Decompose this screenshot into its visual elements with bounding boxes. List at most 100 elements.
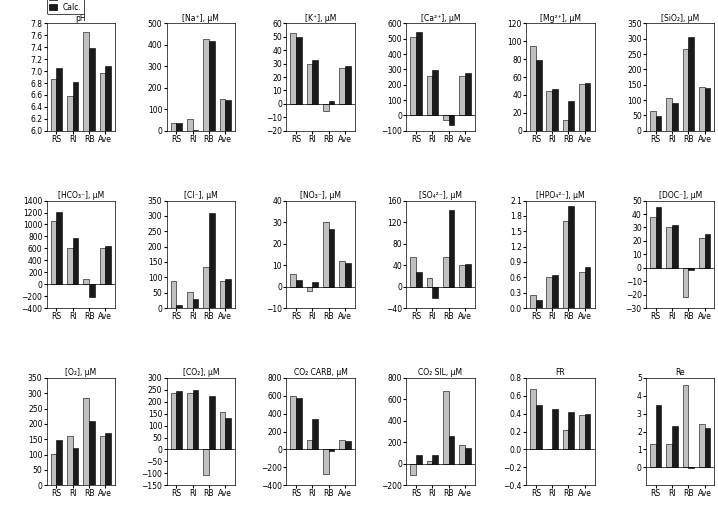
Bar bbox=[416, 32, 421, 115]
Bar bbox=[329, 101, 335, 104]
Bar bbox=[672, 103, 678, 131]
Bar bbox=[552, 409, 558, 449]
Bar bbox=[666, 98, 672, 131]
Bar bbox=[552, 89, 558, 131]
Title: [CO₂], μM: [CO₂], μM bbox=[182, 368, 219, 377]
Bar bbox=[192, 299, 198, 308]
Title: pH: pH bbox=[75, 13, 86, 23]
Bar bbox=[51, 79, 57, 489]
Bar bbox=[579, 84, 584, 131]
Bar bbox=[563, 430, 569, 449]
Bar bbox=[307, 286, 312, 291]
Legend: Obs., Calc.: Obs., Calc. bbox=[47, 0, 84, 14]
Bar bbox=[106, 246, 111, 284]
Bar bbox=[100, 436, 106, 485]
Bar bbox=[171, 123, 177, 131]
Bar bbox=[443, 257, 449, 286]
Title: [K⁺], μM: [K⁺], μM bbox=[305, 13, 336, 23]
Bar bbox=[536, 301, 541, 308]
Bar bbox=[704, 234, 710, 268]
Bar bbox=[177, 391, 182, 449]
Bar bbox=[584, 84, 590, 131]
Bar bbox=[689, 37, 694, 131]
Title: [Na⁺], μM: [Na⁺], μM bbox=[182, 13, 219, 23]
Bar bbox=[203, 449, 209, 474]
Bar bbox=[426, 279, 432, 286]
Title: [Cl⁻], μM: [Cl⁻], μM bbox=[184, 191, 218, 200]
Bar bbox=[666, 444, 672, 468]
Bar bbox=[704, 88, 710, 131]
Bar bbox=[656, 116, 661, 131]
Bar bbox=[563, 221, 569, 308]
Bar bbox=[209, 213, 215, 308]
Bar bbox=[699, 238, 704, 268]
Bar bbox=[187, 119, 192, 131]
Bar bbox=[307, 440, 312, 449]
Bar bbox=[416, 455, 421, 464]
Bar bbox=[187, 292, 192, 308]
Bar bbox=[672, 225, 678, 268]
Bar bbox=[177, 305, 182, 308]
Bar bbox=[416, 272, 421, 286]
Bar bbox=[225, 418, 231, 449]
Bar bbox=[73, 448, 78, 485]
Bar bbox=[57, 68, 62, 489]
Bar bbox=[203, 267, 209, 308]
Bar bbox=[536, 60, 541, 131]
Title: [Mg²⁺], μM: [Mg²⁺], μM bbox=[540, 13, 581, 23]
Bar bbox=[57, 440, 62, 485]
Bar bbox=[100, 249, 106, 284]
Bar bbox=[177, 123, 182, 131]
Bar bbox=[460, 445, 465, 464]
Bar bbox=[672, 426, 678, 468]
Bar bbox=[291, 33, 296, 104]
Title: FR: FR bbox=[556, 368, 565, 377]
Bar bbox=[656, 405, 661, 468]
Bar bbox=[291, 396, 296, 449]
Bar bbox=[449, 115, 454, 125]
Bar bbox=[312, 282, 318, 286]
Bar bbox=[449, 436, 454, 464]
Bar bbox=[171, 393, 177, 449]
Bar bbox=[410, 257, 416, 286]
Bar bbox=[584, 414, 590, 449]
Bar bbox=[569, 206, 574, 308]
Bar bbox=[57, 212, 62, 284]
Bar bbox=[329, 228, 335, 286]
Title: [SO₄²⁻], μM: [SO₄²⁻], μM bbox=[419, 191, 462, 200]
Bar bbox=[552, 275, 558, 308]
Bar bbox=[323, 449, 329, 474]
Bar bbox=[340, 440, 345, 449]
Bar bbox=[171, 281, 177, 308]
Bar bbox=[410, 37, 416, 115]
Bar bbox=[296, 280, 302, 286]
Bar bbox=[329, 449, 335, 451]
Bar bbox=[323, 222, 329, 286]
Bar bbox=[307, 64, 312, 104]
Bar bbox=[220, 281, 225, 308]
Bar bbox=[67, 436, 73, 485]
Bar bbox=[465, 264, 470, 286]
Bar bbox=[220, 413, 225, 449]
Bar bbox=[546, 91, 552, 131]
Bar bbox=[83, 279, 89, 284]
Bar bbox=[225, 279, 231, 308]
Title: [HCO₃⁻], μM: [HCO₃⁻], μM bbox=[57, 191, 104, 200]
Bar bbox=[209, 40, 215, 131]
Bar bbox=[530, 46, 536, 131]
Bar bbox=[51, 454, 57, 485]
Bar bbox=[683, 385, 689, 468]
Bar bbox=[187, 393, 192, 449]
Bar bbox=[443, 391, 449, 464]
Bar bbox=[569, 101, 574, 131]
Bar bbox=[83, 398, 89, 485]
Bar bbox=[699, 87, 704, 131]
Bar bbox=[345, 263, 351, 286]
Bar bbox=[340, 67, 345, 104]
Bar bbox=[546, 277, 552, 308]
Bar bbox=[579, 272, 584, 308]
Title: [HPO₄²⁻], μM: [HPO₄²⁻], μM bbox=[536, 191, 584, 200]
Bar bbox=[89, 421, 95, 485]
Bar bbox=[291, 274, 296, 286]
Bar bbox=[410, 464, 416, 474]
